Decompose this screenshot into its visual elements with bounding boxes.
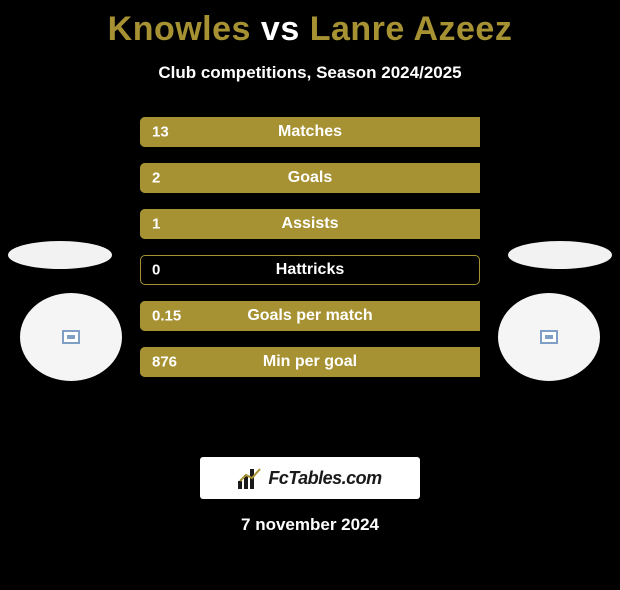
stat-label: Goals per match xyxy=(247,307,372,325)
comparison-title: Knowles vs Lanre Azeez xyxy=(0,10,620,49)
player1-name: Knowles xyxy=(108,10,251,48)
player2-flag-icon xyxy=(540,330,558,344)
fctables-icon xyxy=(238,467,262,489)
stat-label: Min per goal xyxy=(263,353,357,371)
stat-value-left: 13 xyxy=(152,124,169,141)
player1-oval-placeholder xyxy=(8,241,112,269)
stat-row: 876 Min per goal xyxy=(140,347,480,377)
date-text: 7 november 2024 xyxy=(0,515,620,535)
stat-label: Assists xyxy=(282,215,339,233)
content-area: 13 Matches 2 Goals 1 Assists 0 Hattricks 0.15 Goa… xyxy=(0,117,620,437)
stats-bars: 13 Matches 2 Goals 1 Assists 0 Hattricks 0.15 Goa… xyxy=(140,117,480,393)
stat-row: 2 Goals xyxy=(140,163,480,193)
stat-row: 0.15 Goals per match xyxy=(140,301,480,331)
stat-row: 1 Assists xyxy=(140,209,480,239)
vs-text: vs xyxy=(261,10,300,48)
stat-row: 0 Hattricks xyxy=(140,255,480,285)
logo-text: FcTables.com xyxy=(268,468,381,489)
player2-badge-placeholder xyxy=(498,293,600,381)
stat-value-left: 876 xyxy=(152,354,177,371)
stat-value-left: 2 xyxy=(152,170,160,187)
stat-label: Matches xyxy=(278,123,342,141)
player2-oval-placeholder xyxy=(508,241,612,269)
player1-badge-placeholder xyxy=(20,293,122,381)
stat-value-left: 1 xyxy=(152,216,160,233)
stat-label: Goals xyxy=(288,169,332,187)
stat-row: 13 Matches xyxy=(140,117,480,147)
stat-value-left: 0 xyxy=(152,262,160,279)
source-logo: FcTables.com xyxy=(200,457,420,499)
stat-value-left: 0.15 xyxy=(152,308,181,325)
stat-label: Hattricks xyxy=(276,261,344,279)
player1-flag-icon xyxy=(62,330,80,344)
subtitle: Club competitions, Season 2024/2025 xyxy=(0,63,620,83)
player2-name: Lanre Azeez xyxy=(310,10,513,48)
